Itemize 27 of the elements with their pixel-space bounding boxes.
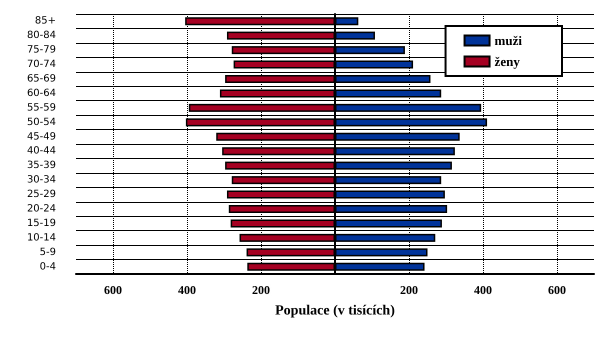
x-axis-title: Populace (v tisících) (275, 304, 396, 318)
y-tick-label: 75-79 (26, 44, 56, 56)
y-tick-label: 55-59 (26, 102, 56, 114)
x-tick-label: 200 (252, 283, 270, 297)
y-tick-label: 65-69 (26, 74, 56, 84)
x-tick-label: 600 (104, 283, 122, 297)
y-tick-label: 10-14 (26, 232, 56, 244)
x-tick-label: 200 (400, 283, 418, 297)
y-tick-label: 35-39 (26, 160, 56, 172)
x-tick-label: 400 (178, 283, 196, 297)
y-tick-label: 45-49 (26, 131, 56, 142)
x-tick-label: 600 (548, 283, 566, 297)
y-tick-label: 15-19 (26, 218, 56, 229)
y-tick-label: 0-4 (40, 261, 56, 272)
y-tick-label: 5-9 (40, 246, 56, 258)
x-tick-label: 400 (474, 283, 492, 297)
legend-label: ženy (494, 54, 520, 69)
y-tick-label: 50-54 (26, 116, 56, 128)
y-tick-label: 85+ (34, 16, 56, 27)
y-tick-label: 80-84 (26, 30, 56, 42)
y-tick-label: 60-64 (26, 88, 56, 99)
y-tick-label: 20-24 (26, 204, 56, 214)
legend-label: muži (494, 33, 522, 48)
y-tick-label: 70-74 (26, 59, 56, 70)
y-tick-label: 30-34 (26, 174, 56, 186)
y-tick-label: 25-29 (26, 189, 56, 200)
y-tick-label: 40-44 (26, 146, 56, 157)
